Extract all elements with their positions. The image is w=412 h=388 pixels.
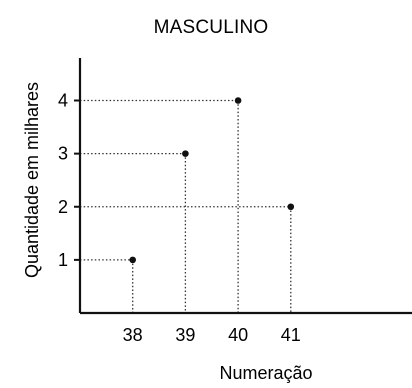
data-point bbox=[129, 256, 136, 264]
chart-title: MASCULINO bbox=[154, 17, 269, 38]
x-tick-label: 38 bbox=[123, 325, 143, 345]
data-point bbox=[234, 97, 242, 104]
data-point bbox=[182, 150, 189, 157]
guide-lines bbox=[80, 99, 292, 313]
x-tick-label: 40 bbox=[228, 325, 248, 345]
x-tick-label: 39 bbox=[175, 325, 195, 345]
y-tick-label: 4 bbox=[58, 91, 68, 111]
y-axis-label: Quantidade em milhares bbox=[22, 82, 42, 278]
x-tick-label: 41 bbox=[281, 325, 301, 345]
y-tick-label: 1 bbox=[58, 250, 68, 270]
x-axis-label: Numeração bbox=[219, 363, 312, 383]
y-tick-label: 3 bbox=[58, 144, 68, 164]
y-tick-label: 2 bbox=[58, 197, 68, 217]
data-point bbox=[287, 203, 295, 211]
tick-labels: 1 2 3 4 38 39 40 41 bbox=[58, 91, 301, 346]
data-points bbox=[129, 97, 295, 264]
